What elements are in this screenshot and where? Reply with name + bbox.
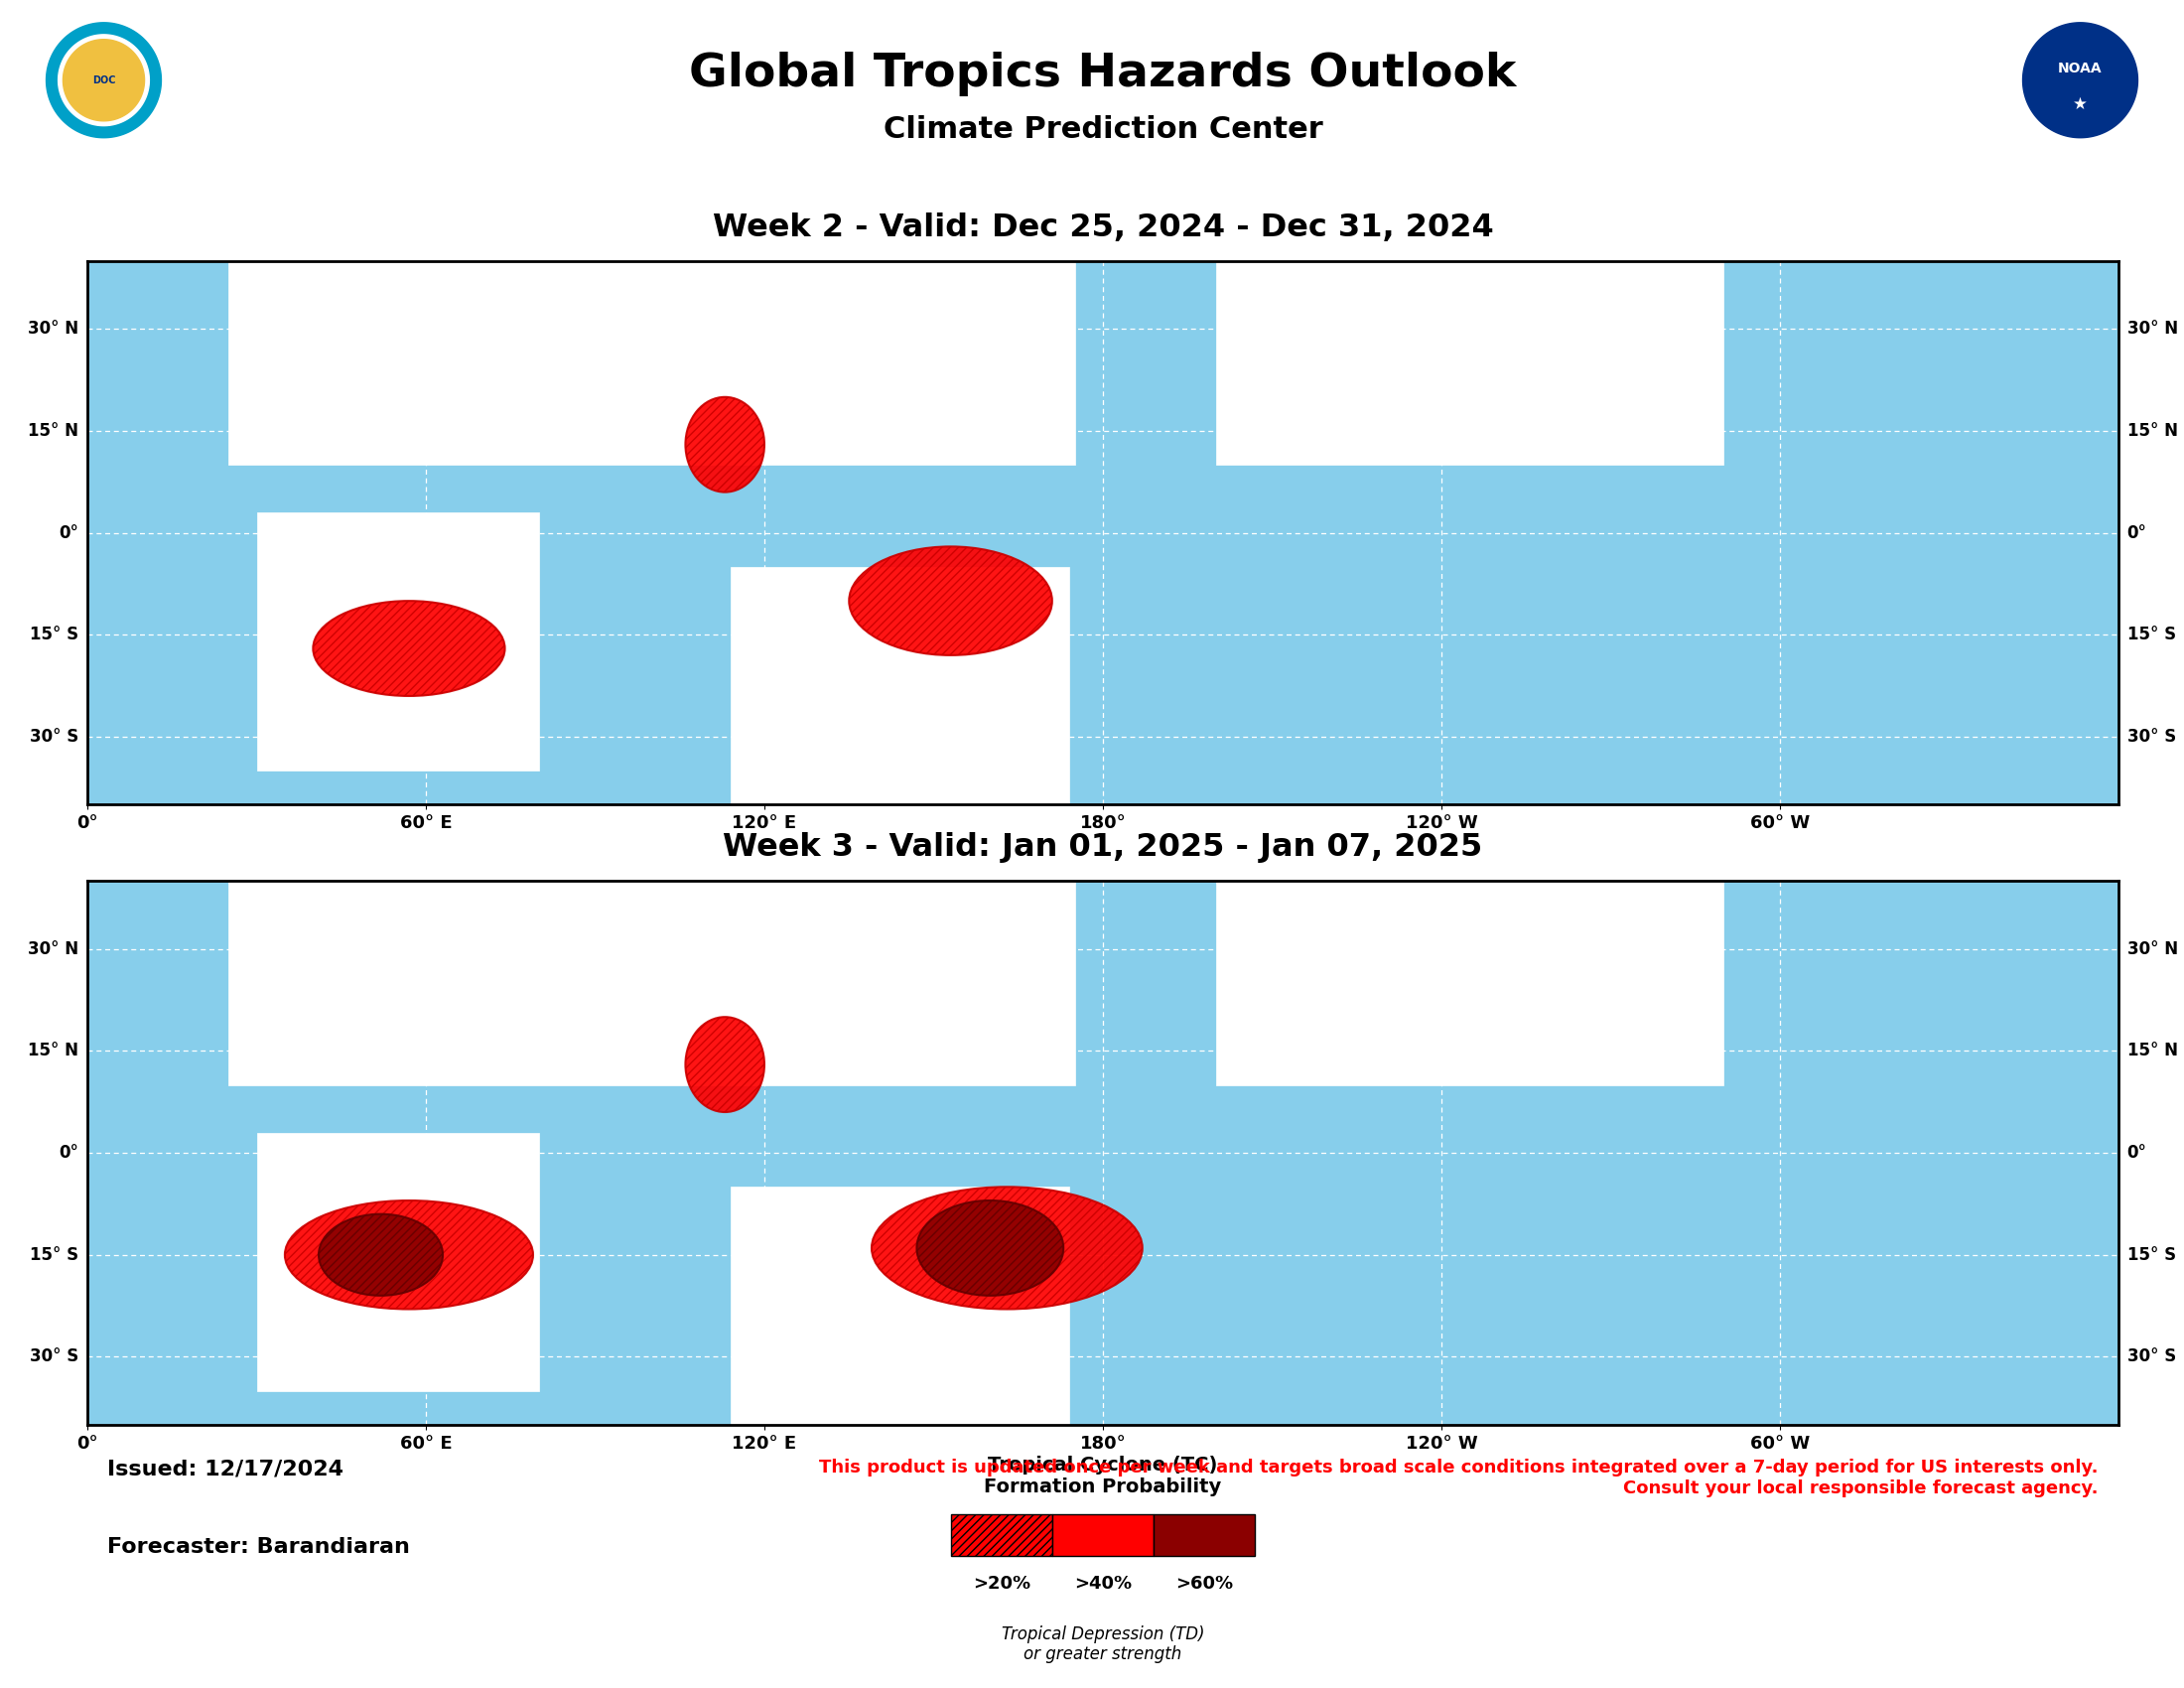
Text: >40%: >40% [1075, 1575, 1131, 1592]
Text: 0°: 0° [59, 523, 79, 542]
Bar [950, 1514, 1053, 1556]
Ellipse shape [686, 1016, 764, 1112]
Text: 15° S: 15° S [31, 626, 79, 643]
Text: 30° N: 30° N [28, 940, 79, 959]
Polygon shape [59, 35, 149, 125]
Text: Tropical Cyclone (TC)
Formation Probability: Tropical Cyclone (TC) Formation Probabil… [985, 1455, 1221, 1496]
Ellipse shape [319, 1214, 443, 1296]
Text: 0°: 0° [2127, 1144, 2147, 1161]
Text: 30° S: 30° S [31, 728, 79, 746]
Text: 15° N: 15° N [2127, 422, 2177, 441]
Bar [1638, 805, 1922, 906]
Text: 15° N: 15° N [2127, 1041, 2177, 1060]
Bar [729, 1187, 1070, 1425]
Text: ★: ★ [2073, 95, 2088, 113]
Text: This product is updated once per week and targets broad scale conditions integra: This product is updated once per week an… [819, 1458, 2099, 1497]
Text: 0°: 0° [59, 1144, 79, 1161]
Text: Global Tropics Hazards Outlook: Global Tropics Hazards Outlook [690, 52, 1516, 96]
Text: 15° S: 15° S [31, 1246, 79, 1264]
Text: 30° N: 30° N [2127, 940, 2177, 959]
Text: 30° N: 30° N [28, 321, 79, 338]
Text: NOAA: NOAA [2057, 61, 2103, 76]
Bar [1216, 0, 1723, 464]
Text: Tropical Depression (TD)
or greater strength: Tropical Depression (TD) or greater stre… [1002, 1626, 1203, 1664]
Text: >60%: >60% [1175, 1575, 1234, 1592]
Polygon shape [46, 22, 162, 138]
Bar [229, 0, 1075, 464]
Text: Week 2 - Valid: Dec 25, 2024 - Dec 31, 2024: Week 2 - Valid: Dec 25, 2024 - Dec 31, 2… [712, 213, 1494, 243]
Bar [229, 576, 1075, 1085]
Text: Week 3 - Valid: Jan 01, 2025 - Jan 07, 2025: Week 3 - Valid: Jan 01, 2025 - Jan 07, 2… [723, 832, 1483, 863]
Text: 15° N: 15° N [28, 1041, 79, 1060]
Bar [258, 513, 539, 771]
Bar [1216, 609, 1723, 1085]
Text: 15° S: 15° S [2127, 626, 2175, 643]
Text: 30° N: 30° N [2127, 321, 2177, 338]
Text: Issued: 12/17/2024: Issued: 12/17/2024 [107, 1458, 343, 1479]
Text: DOC: DOC [92, 76, 116, 84]
Text: 0°: 0° [2127, 523, 2147, 542]
Ellipse shape [284, 1200, 533, 1310]
Text: Climate Prediction Center: Climate Prediction Center [882, 115, 1324, 143]
Text: 15° N: 15° N [28, 422, 79, 441]
Ellipse shape [850, 547, 1053, 655]
Text: >20%: >20% [972, 1575, 1031, 1592]
Bar [258, 1133, 539, 1391]
Bar [1638, 1425, 1922, 1526]
Bar [1053, 1514, 1153, 1556]
Polygon shape [2022, 22, 2138, 138]
Ellipse shape [312, 601, 505, 695]
Ellipse shape [686, 397, 764, 493]
Text: 30° S: 30° S [31, 1347, 79, 1366]
Polygon shape [63, 39, 144, 122]
Text: 30° S: 30° S [2127, 1347, 2175, 1366]
Bar [729, 567, 1070, 805]
Text: 15° S: 15° S [2127, 1246, 2175, 1264]
Text: 30° S: 30° S [2127, 728, 2175, 746]
Ellipse shape [917, 1200, 1064, 1296]
Ellipse shape [871, 1187, 1142, 1310]
Bar [1153, 1514, 1256, 1556]
Text: Forecaster: Barandiaran: Forecaster: Barandiaran [107, 1538, 411, 1558]
